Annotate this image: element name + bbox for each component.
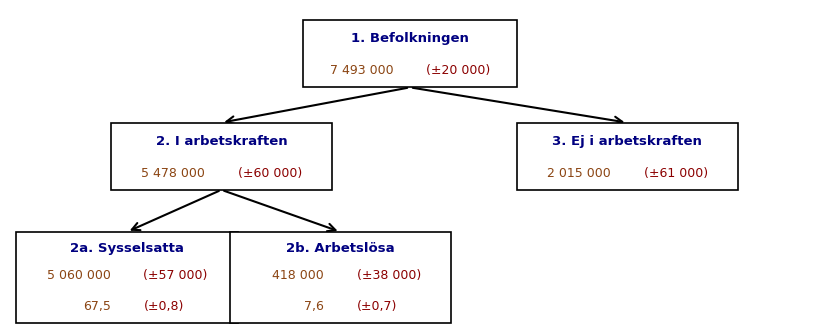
Text: (±57 000): (±57 000) [143,269,208,282]
Text: 2b. Arbetslösa: 2b. Arbetslösa [286,242,394,255]
FancyBboxPatch shape [229,232,450,323]
Text: 5 060 000: 5 060 000 [47,269,111,282]
FancyBboxPatch shape [516,123,737,190]
Text: 7 493 000: 7 493 000 [329,64,393,77]
Text: 3. Ej i arbetskraften: 3. Ej i arbetskraften [552,135,701,148]
Text: (±38 000): (±38 000) [356,269,420,282]
FancyBboxPatch shape [16,232,238,323]
FancyBboxPatch shape [111,123,332,190]
Text: 67,5: 67,5 [83,300,111,313]
FancyBboxPatch shape [303,20,516,87]
Text: (±61 000): (±61 000) [643,167,707,179]
Text: 5 478 000: 5 478 000 [141,167,205,179]
Text: 2 015 000: 2 015 000 [546,167,610,179]
Text: (±0,8): (±0,8) [143,300,183,313]
Text: 7,6: 7,6 [304,300,324,313]
Text: (±20 000): (±20 000) [426,64,490,77]
Text: 2a. Sysselsatta: 2a. Sysselsatta [70,242,183,255]
Text: (±60 000): (±60 000) [238,167,301,179]
Text: 2. I arbetskraften: 2. I arbetskraften [156,135,287,148]
Text: 1. Befolkningen: 1. Befolkningen [351,33,468,45]
Text: (±0,7): (±0,7) [356,300,396,313]
Text: 418 000: 418 000 [272,269,324,282]
